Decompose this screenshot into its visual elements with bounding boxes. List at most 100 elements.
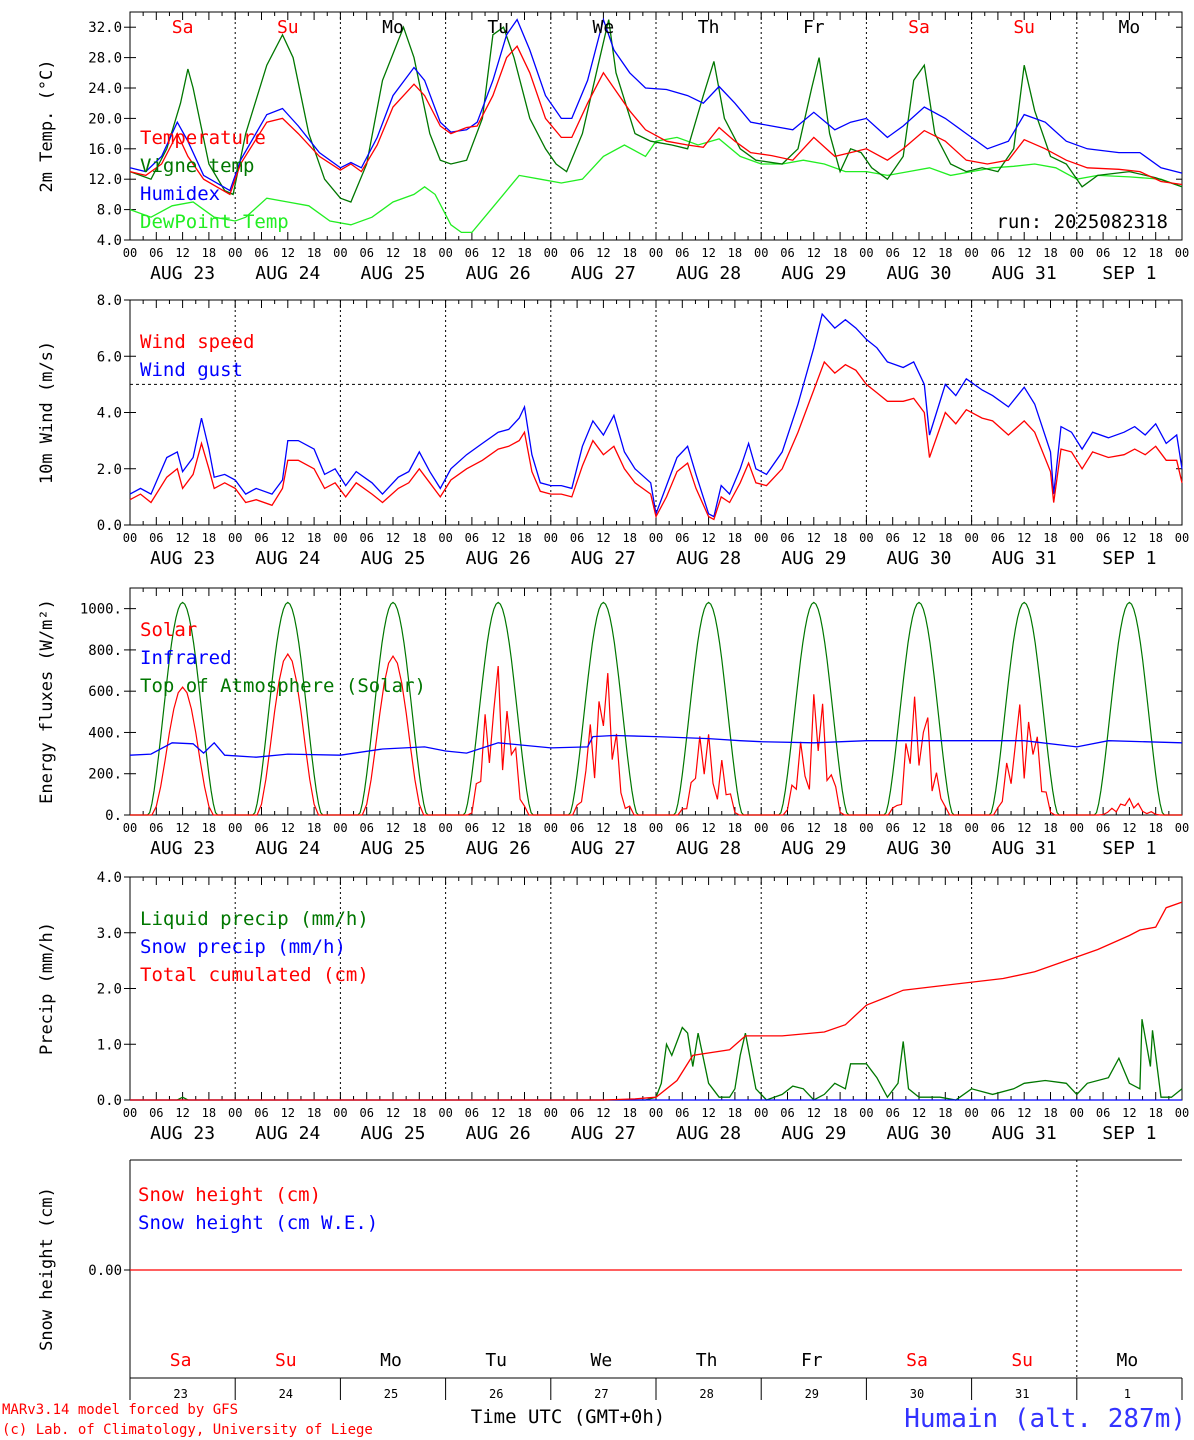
hour-tick-label: 06 (1096, 246, 1110, 260)
date-label: AUG 30 (886, 263, 951, 284)
hour-tick-label: 12 (701, 246, 715, 260)
date-label: AUG 27 (571, 263, 636, 284)
hour-tick-label: 06 (675, 1106, 689, 1120)
hour-tick-label: 12 (912, 531, 926, 545)
y-tick-label: 800. (88, 643, 122, 659)
hour-tick-label: 12 (1122, 1106, 1136, 1120)
date-label: SEP 1 (1102, 263, 1156, 284)
hour-tick-label: 12 (386, 531, 400, 545)
day-number: 26 (489, 1387, 503, 1401)
hour-tick-label: 00 (228, 821, 242, 835)
hour-tick-label: 12 (807, 531, 821, 545)
hour-tick-label: 12 (281, 1106, 295, 1120)
y-axis-label: 10m Wind (m/s) (37, 341, 57, 484)
hour-tick-label: 18 (202, 531, 216, 545)
hour-tick-label: 12 (175, 531, 189, 545)
hour-tick-label: 18 (517, 531, 531, 545)
date-label: AUG 31 (992, 1123, 1057, 1144)
y-tick-label: 12.0 (88, 172, 122, 188)
time-axis-label: Time UTC (GMT+0h) (471, 1406, 665, 1428)
hour-tick-label: 12 (807, 1106, 821, 1120)
hour-tick-label: 00 (649, 246, 663, 260)
date-label: AUG 23 (150, 1123, 215, 1144)
legend-entry: Snow height (cm W.E.) (138, 1212, 378, 1234)
date-label: AUG 31 (992, 838, 1057, 859)
y-axis-label: Precip (mm/h) (37, 922, 57, 1055)
hour-tick-label: 00 (123, 1106, 137, 1120)
hour-tick-label: 00 (438, 246, 452, 260)
hour-tick-label: 18 (1043, 1106, 1057, 1120)
legend-entry: Solar (140, 619, 197, 641)
hour-tick-label: 12 (1122, 821, 1136, 835)
hour-tick-label: 06 (885, 821, 899, 835)
panel-frame (129, 587, 1183, 816)
panel-4: 00 06 12 18 00 06 12 18 00 06 12 18 00 06 12 18 00 06 12 18… (37, 870, 1189, 1144)
date-label: AUG 30 (886, 838, 951, 859)
hour-tick-label: 00 (333, 1106, 347, 1120)
hour-tick-label: 00 (754, 531, 768, 545)
date-label: AUG 27 (571, 1123, 636, 1144)
legend-entry: Total cumulated (cm) (140, 964, 369, 986)
hour-tick-label: 06 (254, 531, 268, 545)
hour-tick-label: 18 (622, 1106, 636, 1120)
hour-tick-label: 00 (228, 246, 242, 260)
hour-tick-label: 00 (964, 1106, 978, 1120)
hour-tick-label: 12 (491, 821, 505, 835)
legend-entry: Snow height (cm) (138, 1184, 321, 1206)
hour-tick-label: 06 (149, 246, 163, 260)
hour-tick-label: 12 (491, 1106, 505, 1120)
hour-tick-label: 12 (701, 1106, 715, 1120)
date-label: AUG 28 (676, 263, 741, 284)
date-label: AUG 29 (781, 1123, 846, 1144)
date-label: AUG 26 (466, 1123, 531, 1144)
day-name: Th (698, 17, 720, 38)
day-number: 24 (279, 1387, 293, 1401)
hour-tick-label: 12 (175, 246, 189, 260)
day-name: Sa (908, 17, 930, 38)
date-label: SEP 1 (1102, 548, 1156, 569)
hour-tick-label: 06 (570, 1106, 584, 1120)
hour-tick-label: 06 (780, 1106, 794, 1120)
hour-tick-label: 06 (149, 1106, 163, 1120)
y-axis-label: Energy fluxes (W/m²) (37, 599, 57, 804)
hour-tick-label: 18 (412, 821, 426, 835)
day-name: Su (1013, 17, 1035, 38)
hour-tick-label: 00 (1070, 246, 1084, 260)
hour-tick-label: 12 (807, 821, 821, 835)
y-tick-label: 3.0 (97, 926, 122, 942)
hour-tick-label: 12 (386, 246, 400, 260)
y-tick-label: 0.00 (88, 1263, 122, 1279)
hour-tick-label: 06 (570, 821, 584, 835)
date-label: AUG 26 (466, 838, 531, 859)
hour-tick-label: 00 (859, 531, 873, 545)
hour-tick-label: 00 (438, 1106, 452, 1120)
day-name: Tu (485, 1350, 507, 1371)
legend-entry: Vigne temp (140, 155, 254, 177)
date-label: AUG 26 (466, 548, 531, 569)
date-label: AUG 29 (781, 838, 846, 859)
hour-tick-label: 00 (333, 821, 347, 835)
hour-tick-label: 06 (465, 531, 479, 545)
hour-tick-label: 00 (123, 821, 137, 835)
day-name: Su (275, 1350, 297, 1371)
hour-tick-label: 06 (359, 821, 373, 835)
hour-tick-label: 00 (964, 246, 978, 260)
date-label: AUG 26 (466, 263, 531, 284)
hour-tick-label: 12 (1017, 821, 1031, 835)
hour-tick-label: 00 (544, 531, 558, 545)
hour-tick-label: 06 (780, 531, 794, 545)
y-tick-label: 4.0 (97, 870, 122, 886)
hour-tick-label: 18 (1148, 821, 1162, 835)
legend-entry: Wind speed (140, 331, 254, 353)
date-label: AUG 30 (886, 548, 951, 569)
hour-tick-label: 06 (1096, 1106, 1110, 1120)
legend-entry: Snow precip (mm/h) (140, 936, 346, 958)
y-tick-label: 16.0 (88, 142, 122, 158)
date-label: AUG 28 (676, 1123, 741, 1144)
hour-tick-label: 18 (307, 531, 321, 545)
y-tick-label: 4.0 (97, 406, 122, 422)
y-tick-label: 32.0 (88, 20, 122, 36)
hour-tick-label: 06 (359, 1106, 373, 1120)
date-label: AUG 24 (255, 1123, 320, 1144)
day-name: Mo (1119, 17, 1141, 38)
